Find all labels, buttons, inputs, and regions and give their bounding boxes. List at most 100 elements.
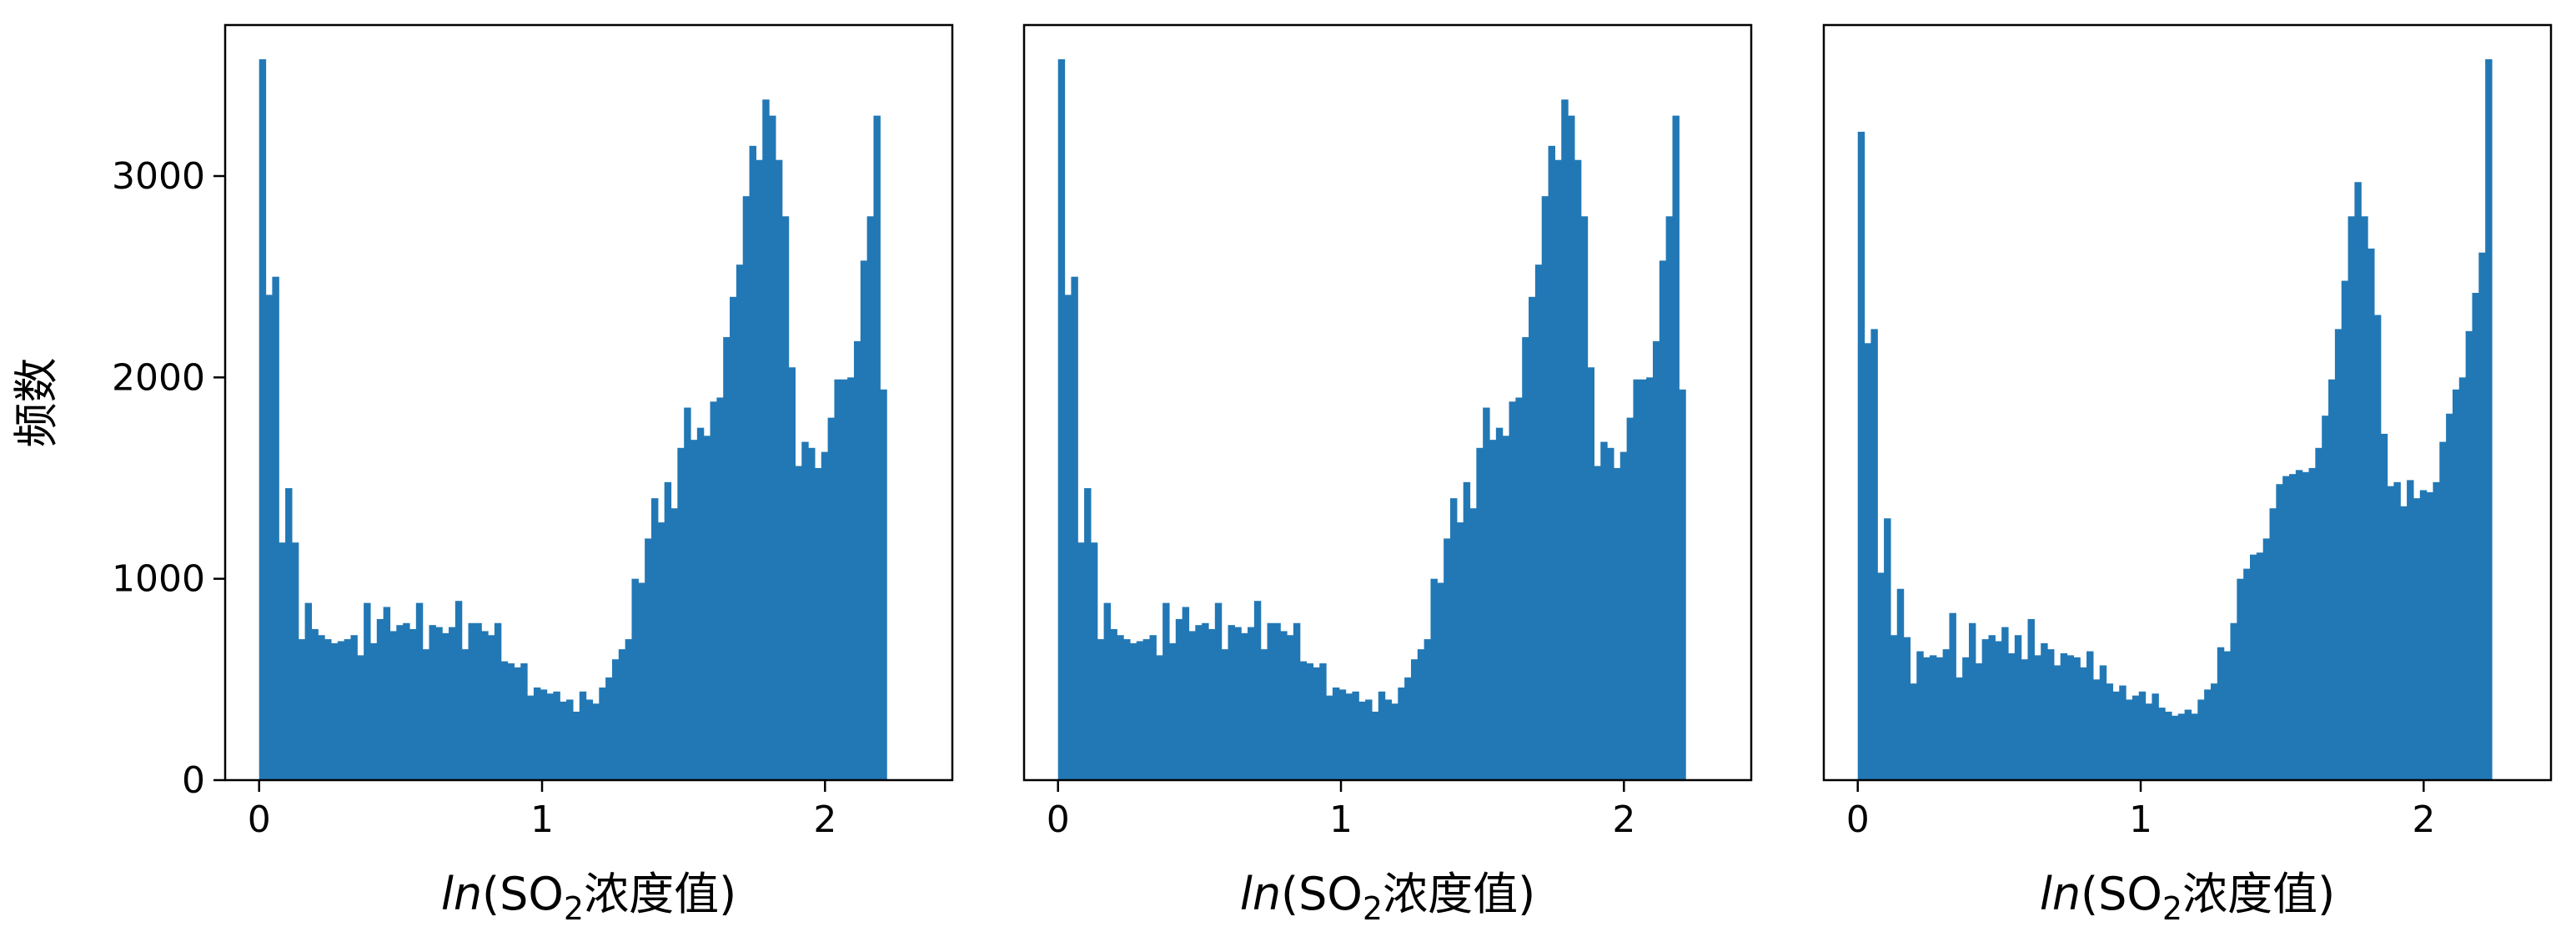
histogram-bar [2014, 635, 2022, 780]
histogram-bar [605, 677, 613, 780]
histogram-bar [265, 295, 273, 780]
histogram-bar [376, 618, 384, 780]
histogram-bar [775, 159, 783, 780]
histogram-bar [500, 661, 509, 780]
histogram-bar [2452, 389, 2460, 780]
histogram-bar [1241, 632, 1248, 780]
histogram-bar [2034, 655, 2041, 780]
histogram-bar [1280, 631, 1288, 780]
plot-frame [223, 23, 954, 782]
histogram-bar [2368, 248, 2375, 780]
histogram-bar [1273, 622, 1281, 780]
histogram-bar [454, 601, 463, 780]
histogram-bar [2177, 713, 2186, 780]
x-tick: 2 [1612, 780, 1635, 841]
histogram-bar [1890, 635, 1898, 780]
histogram-bar [2276, 484, 2283, 780]
x-axis-label-italic: ln [441, 868, 482, 920]
x-tick: 0 [1846, 780, 1870, 841]
x-axis-label-suffix: 浓度值) [2182, 868, 2335, 920]
histogram-bar [2230, 622, 2237, 780]
x-tick: 1 [1329, 780, 1353, 841]
histogram-bar [1574, 159, 1582, 780]
histogram-bar [2053, 665, 2061, 780]
histogram-bar [1981, 639, 1990, 780]
histogram-bar [677, 447, 685, 780]
histogram-bar [1936, 657, 1944, 780]
histogram-bar [2308, 467, 2316, 780]
histogram-bar [1679, 389, 1686, 780]
histogram-bar [1090, 542, 1098, 780]
histogram-bar [1234, 627, 1242, 780]
histogram-bar [1064, 295, 1072, 780]
histogram-bar [566, 699, 574, 780]
x-ticks: 0 1 2 [248, 780, 836, 841]
histogram-bar [1495, 427, 1504, 780]
histogram-bar [1110, 629, 1117, 780]
histogram-bar [821, 451, 829, 780]
histogram-bar [1358, 701, 1366, 780]
histogram-bar [2204, 689, 2212, 780]
histogram-bar [2393, 481, 2401, 780]
histogram-bar [429, 625, 436, 780]
histogram-bar [1175, 618, 1183, 780]
histogram-bar [2191, 713, 2198, 780]
x-axis-label-suffix: 浓度值) [1383, 868, 1535, 920]
x-tick-label: 1 [2129, 798, 2152, 841]
histogram-bar [344, 639, 352, 780]
histogram-bar [1476, 447, 1484, 780]
histogram-bar [1580, 216, 1589, 780]
histogram-bar [422, 649, 430, 780]
histogram-bar [1929, 655, 1937, 780]
histogram-bar [2465, 330, 2473, 780]
histogram-bar [1619, 451, 1628, 780]
x-axis-label-prefix: (SO [482, 868, 564, 920]
histogram-bar [585, 699, 594, 780]
histogram-bar [1444, 538, 1451, 780]
histogram-bar [2197, 699, 2205, 780]
histogram-bar [1995, 641, 2002, 780]
histogram-bar [1626, 417, 1634, 780]
histogram-bar [2269, 508, 2277, 780]
histogram-bar [2373, 315, 2382, 780]
histogram-bar [2446, 413, 2453, 780]
histogram-bar [364, 602, 371, 780]
y-tick: 2000 [112, 356, 225, 399]
histogram-bar [762, 99, 770, 780]
y-axis-label: 频数 [10, 358, 63, 448]
histogram-bar [279, 542, 286, 780]
histogram-bar [350, 635, 358, 780]
histogram-bar [1299, 661, 1308, 780]
x-ticks: 0 1 2 [1846, 780, 2435, 841]
x-tick-label: 0 [248, 798, 271, 841]
histogram-bar [2237, 578, 2244, 780]
histogram-bar [415, 602, 424, 780]
histogram-bar [520, 663, 528, 780]
histogram-bar [330, 642, 339, 780]
histogram-bar [834, 379, 841, 780]
histogram-bar [1587, 367, 1595, 780]
histogram-bar [553, 691, 560, 780]
histogram-bar [2099, 665, 2107, 780]
histogram-bar [560, 701, 567, 780]
histogram-bar [2086, 651, 2094, 780]
histogram-bar [2302, 471, 2310, 780]
histogram-bar [1522, 337, 1529, 781]
histogram-bar [2112, 691, 2120, 780]
histogram-bar [1384, 699, 1393, 780]
histogram-bar [2413, 498, 2421, 780]
histogram-bar [2027, 618, 2035, 780]
histogram-bar [409, 629, 417, 780]
histogram-bar [1607, 447, 1614, 780]
y-ticks: 0 1000 2000 3000 [112, 155, 225, 802]
histogram-bar [1449, 498, 1458, 780]
histogram-bar [2047, 649, 2055, 780]
histogram-bar [1404, 677, 1412, 780]
histogram-bar [690, 440, 698, 780]
histogram-bar [1541, 196, 1549, 781]
histogram-bar [645, 538, 652, 780]
histogram-bar [2341, 280, 2349, 780]
histogram-bar [2295, 470, 2303, 780]
x-tick-label: 0 [1846, 798, 1870, 841]
histogram-bar [1338, 689, 1347, 780]
